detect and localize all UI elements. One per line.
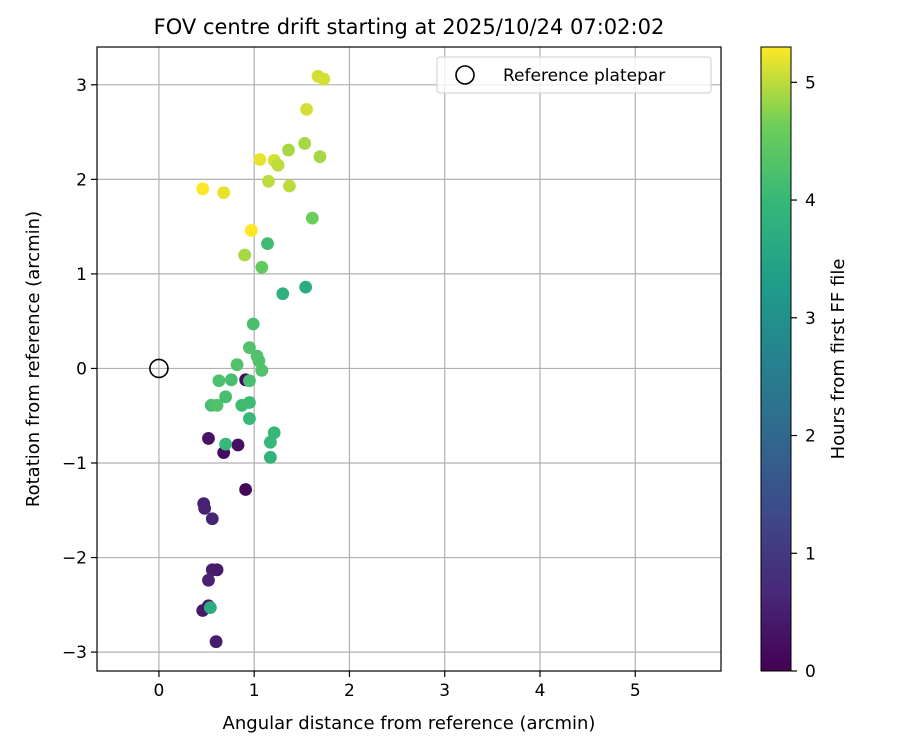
data-point (205, 512, 219, 526)
y-tick-label: 3 (76, 76, 87, 96)
data-point (224, 373, 238, 387)
data-point (263, 450, 277, 464)
data-point (209, 635, 223, 649)
colorbar-tick-label: 3 (805, 309, 816, 329)
x-tick-label: 0 (154, 681, 165, 701)
y-tick-label: 2 (76, 170, 87, 190)
data-point (202, 573, 215, 587)
data-point (219, 437, 233, 451)
data-point (243, 412, 256, 425)
colorbar-ticks: 0 1 2 3 4 5 (791, 73, 816, 682)
y-tick-label: −3 (62, 643, 87, 663)
y-tick-label: −1 (62, 454, 87, 474)
legend: Reference platepar (436, 56, 712, 94)
data-point (261, 237, 274, 251)
data-point (212, 374, 226, 388)
legend-marker-icon (455, 65, 475, 85)
y-tick-label: −2 (62, 549, 87, 569)
colorbar-gradient (760, 46, 792, 672)
data-point (203, 601, 217, 615)
data-point (238, 248, 252, 262)
colorbar-tick-label: 4 (805, 191, 816, 211)
y-tick-label: 0 (76, 359, 87, 379)
colorbar-tick-label: 1 (805, 544, 816, 564)
colorbar-tick-label: 2 (805, 427, 816, 447)
data-points (196, 69, 331, 649)
y-axis-ticks: −3 −2 −1 0 1 2 3 (62, 76, 97, 663)
colorbar: 0 1 2 3 4 5 Hours from first FF file (760, 46, 849, 682)
data-point (210, 563, 224, 577)
data-point (243, 396, 256, 409)
plot-frame (96, 46, 722, 672)
chart-title: FOV centre drift starting at 2025/10/24 … (154, 15, 665, 39)
x-tick-label: 1 (249, 681, 260, 701)
legend-box (436, 56, 712, 94)
data-point (243, 341, 256, 355)
data-point (313, 150, 327, 164)
x-tick-label: 5 (630, 681, 641, 701)
x-tick-label: 3 (439, 681, 450, 701)
x-tick-label: 4 (535, 681, 546, 701)
data-point (196, 182, 210, 196)
data-point (276, 287, 290, 301)
data-point (231, 438, 245, 452)
colorbar-tick-label: 0 (805, 662, 816, 682)
y-tick-label: 1 (76, 265, 87, 285)
colorbar-label: Hours from first FF file (828, 259, 849, 460)
data-point (255, 363, 269, 377)
data-point (243, 374, 256, 388)
data-point (210, 398, 224, 412)
data-point (253, 153, 267, 166)
data-point (267, 426, 281, 440)
data-point (298, 137, 312, 150)
x-axis-label: Angular distance from reference (arcmin) (223, 713, 596, 734)
reference-platepar-marker (149, 358, 169, 379)
x-axis-ticks: 0 1 2 3 4 5 (154, 671, 641, 701)
data-point (239, 483, 253, 496)
data-point (219, 390, 233, 404)
data-point (305, 211, 319, 225)
data-point (246, 317, 260, 331)
colorbar-tick-label: 5 (805, 73, 816, 93)
legend-label: Reference platepar (503, 66, 665, 86)
data-point (244, 224, 258, 237)
grid-lines (97, 47, 721, 671)
data-point (283, 179, 296, 193)
data-point (198, 501, 212, 515)
y-axis-label: Rotation from reference (arcmin) (23, 211, 44, 507)
data-point (255, 260, 269, 274)
data-point (271, 158, 285, 172)
x-tick-label: 2 (344, 681, 355, 701)
data-point (282, 143, 295, 157)
data-point (217, 186, 231, 200)
data-point (300, 103, 313, 116)
data-point (299, 280, 313, 294)
data-point (202, 432, 215, 445)
data-point (262, 174, 275, 188)
data-point (317, 72, 331, 86)
data-point (230, 358, 244, 372)
